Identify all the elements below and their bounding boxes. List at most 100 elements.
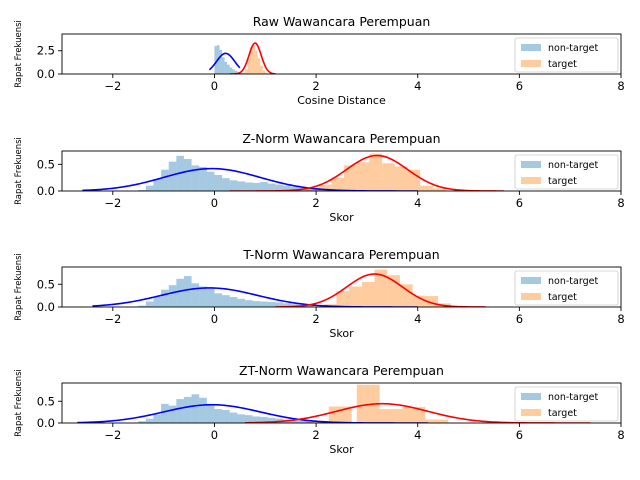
target-bar xyxy=(244,69,248,74)
plot-area xyxy=(92,269,487,307)
x-tick-label: −2 xyxy=(104,196,121,210)
x-tick-label: 6 xyxy=(516,428,523,442)
legend: non-target target xyxy=(514,37,619,73)
x-tick-label: 4 xyxy=(414,196,421,210)
non-target-bar xyxy=(237,414,245,423)
non-target-bar xyxy=(161,169,169,191)
plot-area xyxy=(77,384,591,423)
non-target-bar xyxy=(290,420,299,423)
non-target-bar xyxy=(305,421,314,423)
x-axis-label: Skor xyxy=(329,443,354,456)
legend-entry: target xyxy=(548,292,577,303)
non-target-bar xyxy=(206,171,215,191)
non-target-bar xyxy=(161,403,169,423)
y-tick-label: 2.5 xyxy=(37,44,55,58)
x-tick-label: 0 xyxy=(211,428,218,442)
x-tick-label: 8 xyxy=(617,79,624,93)
non-target-bar xyxy=(222,57,225,74)
non-target-bar xyxy=(214,409,223,423)
non-target-bar xyxy=(222,409,230,423)
target-bar xyxy=(255,50,258,74)
target-bar xyxy=(432,188,446,191)
target-bar xyxy=(247,59,251,74)
x-tick-label: 8 xyxy=(617,312,624,326)
axes-frame xyxy=(61,382,622,424)
non-target-bar xyxy=(145,185,154,191)
target-bar xyxy=(420,185,433,191)
target-bar xyxy=(257,58,261,74)
x-tick-label: 6 xyxy=(516,79,523,93)
non-target-bar xyxy=(138,421,146,423)
non-target-bar xyxy=(214,46,217,74)
non-target-bar xyxy=(275,302,284,307)
target-bar xyxy=(305,421,329,423)
x-tick-label: 8 xyxy=(617,196,624,210)
x-axis-label: Skor xyxy=(329,327,354,340)
axes-frame xyxy=(61,33,622,75)
target-bar xyxy=(250,47,253,74)
target-bar xyxy=(336,291,350,307)
non-target-bar xyxy=(153,414,162,423)
x-tick-label: 2 xyxy=(312,79,319,93)
non-target-legend-swatch xyxy=(521,277,541,284)
x-tick-label: −2 xyxy=(104,79,121,93)
non-target-bar xyxy=(219,49,223,74)
legend-entry: non-target xyxy=(548,276,598,287)
axes-frame xyxy=(61,266,622,308)
non-target-bar xyxy=(222,295,230,307)
non-target-bar xyxy=(283,185,291,191)
non-target-bar xyxy=(229,412,238,423)
x-tick-label: 8 xyxy=(617,428,624,442)
legend-box xyxy=(514,37,619,73)
non-target-bar xyxy=(229,67,233,74)
y-tick-label: 0.5 xyxy=(37,157,55,171)
non-target-bar xyxy=(176,399,184,423)
non-target-bar xyxy=(267,183,276,191)
non-target-bar xyxy=(199,397,207,423)
legend-entry: target xyxy=(548,59,577,70)
plot-area xyxy=(82,153,505,191)
target-bar xyxy=(356,162,370,191)
target-bar xyxy=(374,269,388,307)
non-target-bar xyxy=(138,305,146,307)
chart-title: T-Norm Wawancara Perempuan xyxy=(242,247,439,262)
x-axis-label: Skor xyxy=(329,211,354,224)
legend-entry: non-target xyxy=(548,160,598,171)
non-target-bar xyxy=(244,182,253,191)
target-bar xyxy=(331,177,345,191)
non-target-bar xyxy=(206,288,215,307)
subplot-2: −2 0 2 4 6 8 0.0 0.5 Z-Norm Wawancara Perempuan S… xyxy=(14,131,625,224)
y-tick-label: 0.0 xyxy=(37,67,55,81)
non-target-bar xyxy=(290,186,299,191)
non-target-bar xyxy=(305,188,314,191)
non-target-bar xyxy=(145,301,154,307)
plot-area xyxy=(208,42,276,74)
non-target-bar xyxy=(176,278,184,307)
legend-entry: target xyxy=(548,408,577,419)
legend-entry: target xyxy=(548,176,577,187)
target-bar xyxy=(412,295,426,307)
target-bar xyxy=(242,72,245,74)
legend-box xyxy=(514,154,619,190)
target-bar xyxy=(382,163,395,191)
non-target-bar xyxy=(199,286,207,307)
non-target-bar xyxy=(168,161,177,191)
non-target-bar xyxy=(229,180,238,191)
target-bar xyxy=(252,45,256,74)
subplot-3: −2 0 2 4 6 8 0.0 0.5 T-Norm Wawancara Perempuan S… xyxy=(14,247,625,340)
axes-frame xyxy=(61,150,622,192)
non-target-bar xyxy=(191,165,200,191)
non-target-bar xyxy=(153,297,162,307)
legend: non-target target xyxy=(514,154,619,190)
x-tick-label: 4 xyxy=(414,312,421,326)
target-bar xyxy=(361,282,375,307)
y-tick-label: 0.0 xyxy=(37,184,55,198)
chart-title: ZT-Norm Wawancara Perempuan xyxy=(239,363,444,378)
x-tick-label: 0 xyxy=(211,196,218,210)
target-legend-swatch xyxy=(521,177,541,184)
non-target-bar xyxy=(224,61,228,74)
x-axis-label: Cosine Distance xyxy=(297,94,386,107)
non-target-bar xyxy=(267,417,276,423)
non-target-bar xyxy=(267,302,276,307)
